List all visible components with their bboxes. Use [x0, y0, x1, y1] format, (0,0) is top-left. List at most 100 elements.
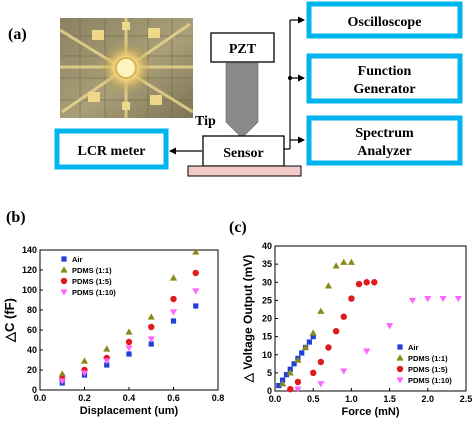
x-tick-label: 2.5 [460, 394, 473, 404]
data-point [125, 328, 133, 335]
data-point [104, 362, 110, 368]
sensor-micrograph [59, 18, 194, 118]
data-point [283, 372, 290, 378]
data-point [299, 350, 305, 356]
y-tick-label: 25 [262, 295, 272, 305]
data-point [170, 295, 177, 303]
data-point [280, 377, 286, 383]
data-point [347, 258, 355, 265]
x-tick-label: 0.6 [167, 393, 180, 403]
data-point [355, 280, 363, 288]
data-point [332, 262, 340, 269]
data-point [276, 382, 282, 389]
x-axis-label: Force (mN) [341, 406, 399, 418]
function-generator-label-1: Function [358, 64, 412, 79]
tip-shape [225, 62, 259, 139]
data-point [126, 351, 132, 357]
x-tick-label: 0.5 [307, 394, 320, 404]
data-point [125, 345, 133, 352]
data-point [286, 369, 294, 376]
data-point [192, 248, 200, 255]
y-tick-label: 60 [27, 325, 37, 335]
plot-frame [39, 249, 219, 391]
data-point [294, 356, 302, 363]
legend-marker [396, 365, 404, 373]
x-tick-label: 0.8 [212, 393, 225, 403]
data-point [192, 288, 200, 295]
data-point [148, 323, 155, 331]
x-tick-label: 1.5 [383, 394, 396, 404]
spectrum-analyzer-box [306, 115, 463, 166]
data-point [408, 297, 417, 304]
y-axis-label: △ Voltage Output (mV) [241, 255, 255, 384]
y-tick-label: 0 [267, 386, 272, 396]
panel-label-b: (b) [6, 209, 26, 226]
data-point [306, 339, 312, 345]
data-point [317, 358, 325, 366]
y-tick-label: 40 [262, 241, 272, 251]
data-point [103, 345, 111, 352]
data-point [147, 313, 155, 320]
sensor-box [202, 135, 285, 167]
y-tick-label: 30 [262, 277, 272, 287]
data-point [309, 329, 317, 336]
y-tick-label: 20 [262, 314, 272, 324]
legend-entry: Air [408, 343, 419, 352]
y-tick-label: 35 [262, 259, 272, 269]
x-tick-label: 0.4 [123, 393, 136, 403]
x-tick-label: 1.0 [345, 394, 358, 404]
data-point [169, 309, 178, 316]
x-tick-label: 0.0 [269, 394, 282, 404]
data-point [193, 303, 199, 309]
y-tick-label: 140 [22, 245, 37, 255]
chart-voltage: 0.0 0.5 1.0 1.5 2.0 2.5 0 5 10 15 20 25 30 35 40 Force … [241, 241, 472, 418]
legend-entry: PDMS (1:5) [408, 365, 448, 374]
data-point [125, 338, 133, 346]
legend-marker [60, 277, 68, 285]
function-generator-box [306, 53, 463, 104]
data-point [332, 327, 340, 335]
sensor-stage [187, 165, 302, 177]
legend-entry: PDMS (1:1) [72, 266, 112, 275]
data-point [80, 357, 89, 364]
legend-marker [397, 344, 403, 350]
y-tick-label: 100 [22, 285, 37, 295]
data-point [103, 358, 111, 365]
data-point [294, 378, 302, 386]
data-point [317, 307, 325, 314]
y-tick-label: 5 [267, 368, 272, 378]
data-point [454, 295, 462, 303]
y-tick-label: 40 [27, 345, 37, 355]
data-point [348, 295, 355, 302]
spectrum-analyzer-label-2: Analyzer [357, 144, 411, 159]
data-point [439, 295, 447, 303]
data-point [340, 368, 348, 375]
instrument-connections [284, 16, 305, 150]
legend-entry: PDMS (1:1) [408, 354, 448, 363]
oscilloscope-box [306, 1, 463, 39]
data-point [192, 269, 199, 277]
x-axis-label: Displacement (um) [80, 405, 179, 417]
y-tick-label: 120 [22, 265, 37, 275]
y-tick-label: 80 [27, 305, 37, 315]
data-point [324, 282, 333, 289]
data-point [310, 334, 316, 340]
data-point [147, 336, 155, 343]
y-tick-label: 10 [262, 350, 272, 360]
data-point [80, 370, 89, 377]
data-point [287, 385, 294, 393]
pzt-box [210, 32, 275, 63]
y-axis-label: △C (fF) [2, 298, 17, 343]
data-point [363, 348, 371, 355]
legend-marker [396, 377, 404, 384]
x-tick-label: 0.2 [78, 393, 91, 403]
function-generator-label-2: Generator [353, 82, 415, 97]
legend-entry: Air [72, 255, 83, 264]
panel-label-c: (c) [229, 219, 247, 236]
data-point [317, 381, 325, 388]
lcr-meter-box [54, 128, 169, 170]
data-point [301, 343, 310, 351]
tip-label: Tip [195, 114, 216, 129]
data-point [148, 341, 154, 347]
panel-label-a: (a) [8, 26, 27, 43]
